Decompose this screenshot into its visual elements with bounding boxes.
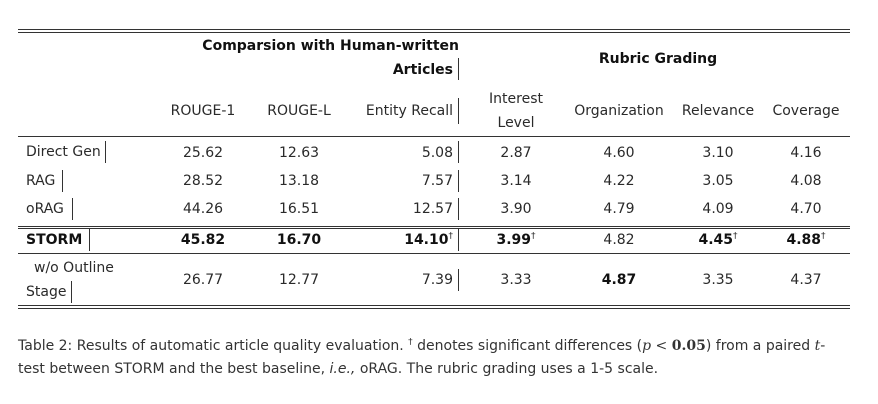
separator: [71, 281, 72, 303]
dagger-mark: †: [821, 231, 826, 242]
dagger-mark: †: [448, 231, 454, 242]
separator: [458, 170, 459, 192]
separator: [89, 229, 90, 251]
cell: 3.35: [702, 272, 734, 288]
cell: 4.60: [603, 145, 635, 161]
caption-math-p: p: [642, 338, 652, 354]
storm-bottom-rule: [18, 253, 850, 254]
caption-math-lt: <: [651, 338, 672, 354]
cell: 16.51: [278, 201, 320, 217]
cell: 3.10: [702, 145, 734, 161]
row-label-orag: oRAG: [26, 201, 64, 217]
cell: 3.33: [500, 272, 532, 288]
separator: [458, 269, 459, 291]
top-rule-2: [18, 32, 850, 33]
group-header-human-line2: Articles: [392, 62, 453, 78]
cell: 16.70: [276, 232, 322, 248]
cell: 4.09: [702, 201, 734, 217]
storm-top-rule: [18, 226, 850, 227]
cell: 4.08: [790, 173, 822, 189]
separator: [458, 98, 459, 124]
cell: 25.62: [182, 145, 224, 161]
col-header-interest-line1: Interest: [489, 91, 543, 107]
cell: 4.87: [601, 272, 637, 288]
separator: [105, 141, 106, 163]
cell: 28.52: [182, 173, 224, 189]
col-header-rougel: ROUGE-L: [267, 103, 331, 119]
col-header-rouge1: ROUGE-1: [170, 103, 236, 119]
top-rule: [18, 29, 850, 30]
row-label-wo-outline-line1: w/o Outline: [34, 260, 114, 276]
cell-with-dagger: 3.99†: [496, 231, 535, 249]
cell: 3.14: [500, 173, 532, 189]
row-label-storm: STORM: [26, 232, 83, 248]
col-header-organization: Organization: [574, 103, 664, 119]
row-label-direct-gen: Direct Gen: [26, 144, 101, 160]
dagger-mark: †: [531, 231, 536, 242]
cell-with-dagger: 4.45†: [698, 231, 737, 249]
cell: 4.82: [603, 232, 635, 248]
table-caption: Table 2: Results of automatic article qu…: [18, 335, 858, 381]
cell-value: 4.88: [786, 232, 822, 248]
caption-part: ) from a paired: [705, 338, 811, 354]
group-header-human-line1: Comparsion with Human-written: [202, 38, 459, 54]
separator: [458, 141, 459, 163]
cell: 13.18: [278, 173, 320, 189]
caption-ie: i.e.,: [329, 361, 356, 377]
cell: 5.08: [421, 145, 453, 161]
row-label-wo-outline-line2: Stage: [26, 284, 67, 300]
cell: 7.57: [421, 173, 453, 189]
cell: 3.90: [500, 201, 532, 217]
cell: 3.05: [702, 173, 734, 189]
header-rule: [18, 136, 850, 137]
bottom-rule: [18, 305, 850, 306]
cell: 12.57: [412, 201, 453, 217]
separator: [458, 58, 459, 80]
cell: 2.87: [500, 145, 532, 161]
cell: 4.79: [603, 201, 635, 217]
separator: [458, 229, 459, 251]
caption-part: -: [820, 338, 826, 354]
cell: 7.39: [421, 272, 453, 288]
caption-part: Table 2: Results of automatic article qu…: [18, 338, 404, 354]
storm-top-rule-2: [18, 228, 850, 229]
caption-math-t: t: [814, 338, 821, 354]
dagger-mark: †: [733, 231, 738, 242]
separator: [62, 170, 63, 192]
cell: 44.26: [182, 201, 224, 217]
cell: 4.37: [790, 272, 822, 288]
cell-value: 4.45: [698, 232, 734, 248]
cell: 12.77: [278, 272, 320, 288]
cell: 26.77: [182, 272, 224, 288]
group-header-rubric: Rubric Grading: [598, 51, 718, 67]
col-header-coverage: Coverage: [772, 103, 840, 119]
dagger-mark: †: [408, 337, 413, 348]
separator: [458, 198, 459, 220]
cell: 4.70: [790, 201, 822, 217]
cell-with-dagger: 4.88†: [786, 231, 825, 249]
cell-value: 14.10: [404, 232, 449, 248]
col-header-interest-line2: Level: [497, 115, 535, 131]
cell: 4.22: [603, 173, 635, 189]
caption-part: denotes significant differences (: [417, 338, 643, 354]
separator: [72, 198, 73, 220]
col-header-entity-recall: Entity Recall: [365, 103, 453, 119]
cell: 4.16: [790, 145, 822, 161]
caption-part: test between STORM and the best baseline…: [18, 361, 326, 377]
cell-value: 3.99: [496, 232, 532, 248]
caption-part: oRAG. The rubric grading uses a 1-5 scal…: [359, 361, 659, 377]
cell-with-dagger: 14.10†: [404, 231, 453, 249]
cell: 45.82: [180, 232, 226, 248]
caption-math-value: 0.05: [671, 338, 706, 354]
bottom-rule-2: [18, 308, 850, 309]
cell: 12.63: [278, 145, 320, 161]
col-header-relevance: Relevance: [681, 103, 755, 119]
row-label-rag: RAG: [26, 173, 56, 189]
